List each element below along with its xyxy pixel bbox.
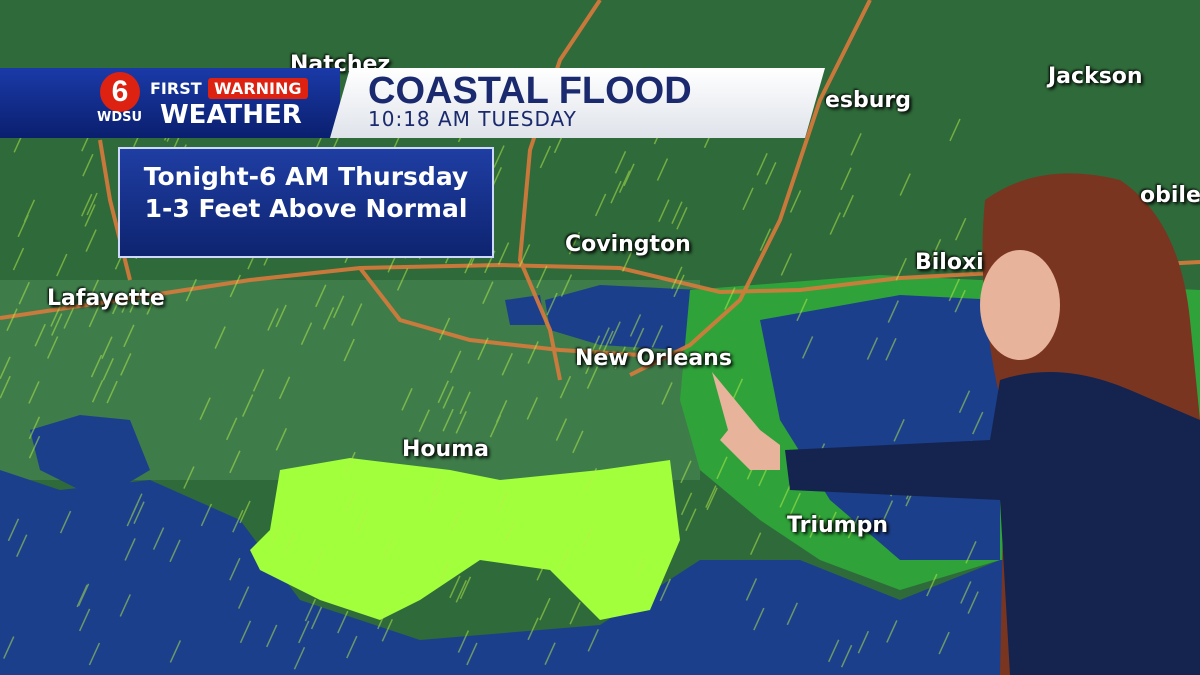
city-label: New Orleans — [575, 346, 732, 371]
gulf — [0, 470, 1200, 675]
city-label: Lafayette — [47, 286, 165, 311]
presenter — [712, 173, 1200, 675]
timestamp: 10:18 AM TUESDAY — [368, 107, 577, 131]
city-label: Covington — [565, 232, 691, 257]
lake — [505, 295, 545, 325]
logo: 6 — [100, 72, 140, 112]
city-label: Jackson — [1048, 64, 1143, 89]
first-label: FIRST — [150, 79, 202, 98]
city-label: Triumpn — [787, 513, 888, 538]
flood-area — [250, 458, 680, 620]
headline: COASTAL FLOOD — [368, 70, 692, 112]
info-line: Tonight-6 AM Thursday — [143, 162, 469, 191]
city-label: esburg — [825, 88, 912, 113]
city-label: obile — [1140, 183, 1200, 208]
lake — [545, 285, 720, 350]
warning-label: WARNING — [208, 78, 308, 99]
city-label: Biloxi — [915, 250, 984, 275]
city-label: Houma — [402, 437, 489, 462]
info-box: Tonight-6 AM Thursday 1-3 Feet Above Nor… — [118, 147, 494, 258]
weather-label: WEATHER — [160, 100, 302, 130]
bay — [30, 415, 150, 500]
banner-title — [330, 68, 825, 138]
info-line: 1-3 Feet Above Normal — [144, 194, 468, 223]
logo-call: WDSU — [97, 110, 143, 125]
